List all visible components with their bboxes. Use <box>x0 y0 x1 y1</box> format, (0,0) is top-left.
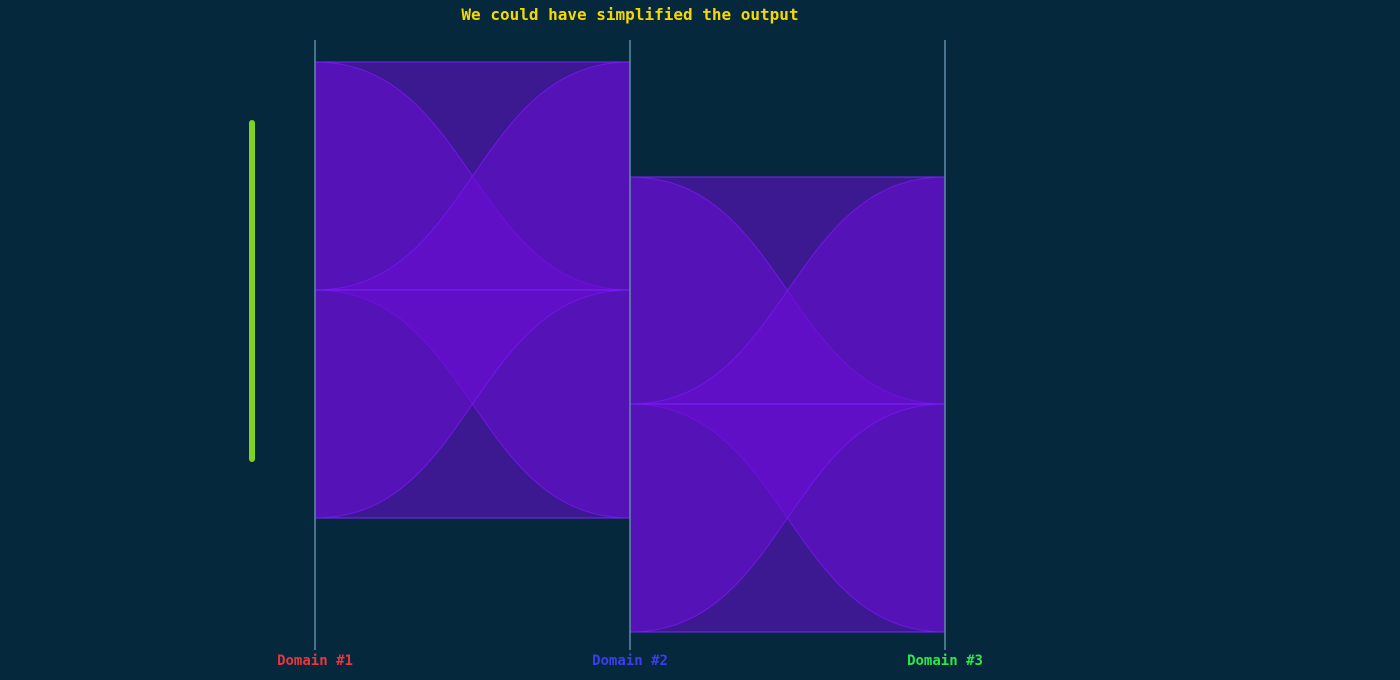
ribbon-s1-top-straight[interactable] <box>314 61 631 291</box>
ribbon-s2-top-straight[interactable] <box>629 176 946 405</box>
ribbon-s1-bottom-straight[interactable] <box>314 289 631 519</box>
axis-label-domain-1: Domain #1 <box>277 653 353 669</box>
axis-label-domain-3: Domain #3 <box>907 653 983 669</box>
page-title: We could have simplified the output <box>461 5 798 24</box>
ribbons-layer <box>314 61 946 633</box>
axis-label-domain-2: Domain #2 <box>592 653 668 669</box>
ribbon-s2-bottom-straight[interactable] <box>629 403 946 633</box>
